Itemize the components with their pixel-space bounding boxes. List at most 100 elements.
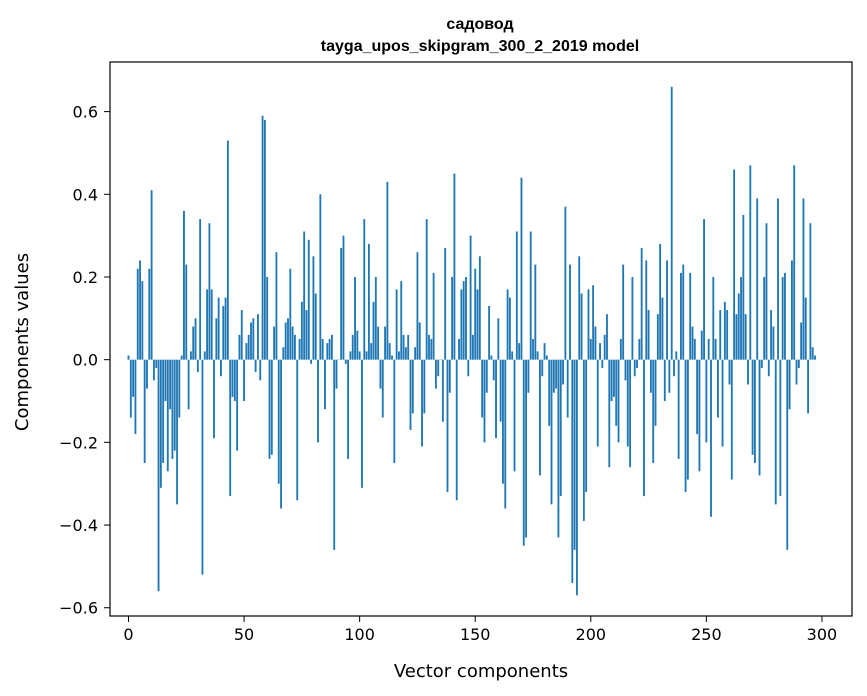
bar bbox=[435, 359, 437, 389]
y-tick-label: −0.2 bbox=[59, 433, 98, 452]
bar bbox=[432, 272, 435, 360]
bar bbox=[744, 314, 747, 360]
bar bbox=[395, 289, 398, 360]
bar bbox=[303, 231, 306, 360]
bar bbox=[277, 359, 280, 484]
x-axis: 0 50 100 150 200 250 300 bbox=[123, 616, 837, 644]
bar bbox=[545, 355, 548, 360]
bar bbox=[259, 359, 262, 381]
bar bbox=[266, 276, 269, 360]
bar bbox=[127, 355, 130, 360]
bar bbox=[391, 355, 393, 360]
bar bbox=[213, 359, 215, 439]
bar bbox=[347, 359, 350, 459]
x-axis-label: Vector components bbox=[394, 661, 568, 682]
bar bbox=[250, 322, 252, 360]
bar bbox=[192, 326, 195, 360]
bar bbox=[141, 281, 144, 360]
bar bbox=[529, 231, 532, 360]
bar bbox=[354, 276, 356, 360]
bar bbox=[314, 293, 317, 360]
bar bbox=[448, 359, 451, 393]
bar bbox=[226, 140, 229, 360]
bar bbox=[282, 347, 285, 360]
bar bbox=[393, 359, 396, 464]
bar bbox=[737, 293, 740, 360]
bar bbox=[261, 115, 264, 360]
bar bbox=[772, 326, 775, 360]
bar bbox=[661, 297, 664, 360]
bar bbox=[749, 165, 752, 360]
bar bbox=[210, 289, 213, 360]
bar bbox=[157, 359, 160, 592]
bar bbox=[624, 359, 627, 381]
bar bbox=[458, 339, 460, 360]
bar bbox=[240, 310, 243, 360]
y-tick-label: 0.4 bbox=[73, 185, 98, 204]
bar bbox=[788, 359, 791, 410]
bar bbox=[455, 359, 458, 501]
bar bbox=[340, 248, 343, 360]
bar bbox=[220, 359, 222, 377]
bar bbox=[178, 359, 181, 418]
bar bbox=[580, 293, 583, 360]
bar bbox=[485, 359, 488, 393]
bar bbox=[180, 355, 183, 360]
bar bbox=[666, 260, 668, 360]
bar bbox=[633, 359, 636, 377]
bar bbox=[631, 276, 634, 360]
bar bbox=[726, 310, 729, 360]
bar bbox=[173, 359, 176, 451]
bar bbox=[733, 169, 736, 360]
bar bbox=[460, 289, 463, 360]
bar bbox=[691, 326, 694, 360]
y-axis: −0.6 −0.4 −0.2 0.0 0.2 0.4 0.6 bbox=[59, 103, 110, 618]
bar bbox=[649, 359, 652, 393]
bar bbox=[742, 214, 745, 360]
bar bbox=[374, 276, 377, 360]
bar bbox=[162, 359, 165, 464]
bar bbox=[462, 281, 465, 360]
bar bbox=[756, 198, 759, 360]
bar bbox=[675, 351, 678, 360]
bar bbox=[714, 339, 717, 360]
bar bbox=[781, 276, 784, 360]
bar bbox=[183, 210, 185, 360]
bar bbox=[497, 318, 500, 360]
bar bbox=[615, 359, 618, 426]
bars-group bbox=[127, 86, 816, 596]
bar bbox=[166, 359, 169, 472]
bar bbox=[231, 359, 234, 397]
bar bbox=[795, 359, 798, 385]
bar bbox=[471, 334, 474, 360]
bar bbox=[381, 359, 384, 418]
bar bbox=[807, 359, 810, 414]
bar bbox=[543, 343, 546, 360]
bar bbox=[536, 351, 539, 360]
bar bbox=[502, 359, 504, 484]
bar bbox=[254, 359, 257, 373]
bar bbox=[562, 359, 564, 385]
bar bbox=[594, 326, 597, 360]
bar bbox=[367, 243, 370, 360]
bar bbox=[169, 359, 172, 410]
bar bbox=[534, 264, 537, 360]
bar bbox=[298, 339, 301, 360]
y-axis-label: Components values bbox=[12, 253, 33, 431]
bar bbox=[139, 260, 141, 360]
bar bbox=[365, 351, 368, 360]
bar bbox=[414, 347, 417, 360]
bar bbox=[404, 347, 407, 360]
bar bbox=[416, 252, 419, 360]
bar bbox=[663, 359, 666, 402]
bar bbox=[150, 190, 153, 360]
bar bbox=[518, 343, 521, 360]
bar bbox=[710, 359, 712, 517]
bar bbox=[358, 351, 361, 360]
bar bbox=[555, 359, 558, 389]
bar bbox=[342, 235, 345, 360]
bar bbox=[804, 297, 807, 360]
bar bbox=[682, 264, 685, 360]
bar bbox=[636, 359, 638, 368]
bar bbox=[425, 219, 428, 360]
